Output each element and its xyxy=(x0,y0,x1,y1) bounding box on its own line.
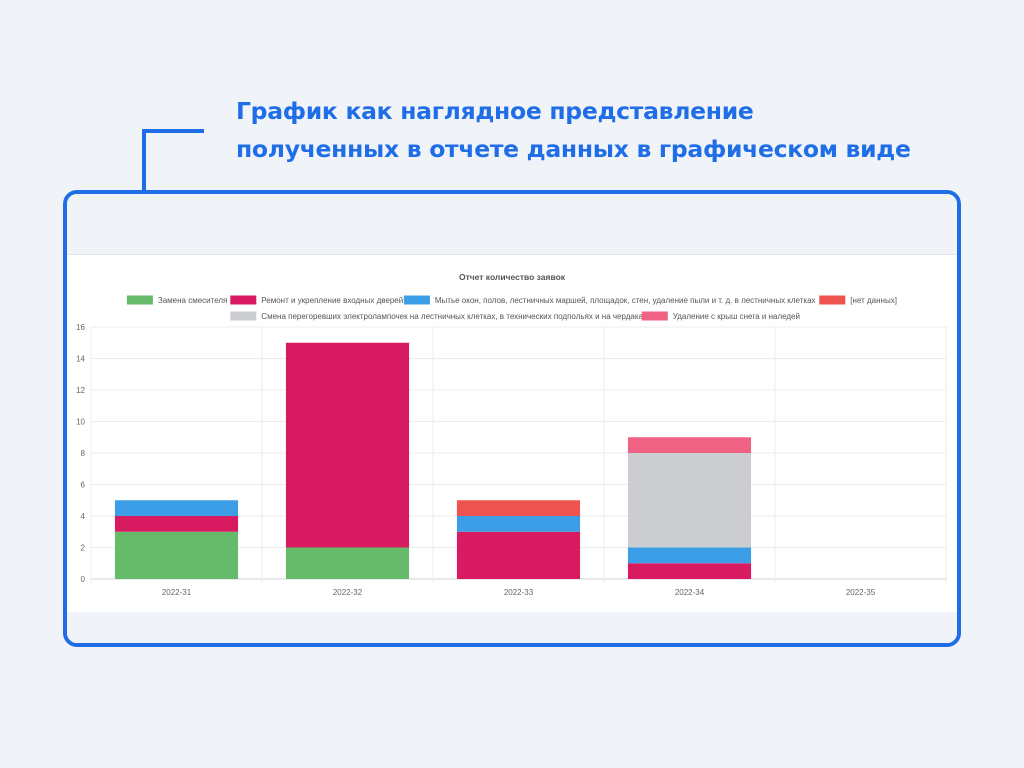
bar-segment xyxy=(627,453,752,548)
x-tick-label: 2022-32 xyxy=(333,588,363,597)
bar-segment xyxy=(627,437,752,453)
bar-segment xyxy=(456,516,581,532)
y-tick-label: 2 xyxy=(81,544,86,553)
y-tick-label: 12 xyxy=(76,386,85,395)
headline-line-2: полученных в отчете данных в графическом… xyxy=(236,135,911,163)
report-toolbar xyxy=(67,194,957,255)
callout-connector xyxy=(142,129,204,191)
legend-swatch xyxy=(403,295,430,305)
x-tick-label: 2022-31 xyxy=(162,588,192,597)
bar-segment xyxy=(114,516,239,532)
x-tick-label: 2022-33 xyxy=(504,588,534,597)
bar-segment xyxy=(114,500,239,516)
stacked-bar-chart: Отчет количество заявок Замена смесителя Р… xyxy=(76,272,947,597)
headline-line-1: График как наглядное представление xyxy=(236,97,754,125)
legend-label: [нет данных] xyxy=(850,296,897,305)
legend-label: Ремонт и укрепление входных дверей xyxy=(261,296,403,305)
headline: График как наглядное представление получ… xyxy=(236,92,996,168)
chart-title: Отчет количество заявок xyxy=(459,272,566,282)
bar-segment xyxy=(627,563,752,579)
legend-swatch xyxy=(230,311,257,321)
legend-label: Удаление с крыш снега и наледей xyxy=(673,312,800,321)
chart-panel: Отчет количество заявок Замена смесителя Р… xyxy=(67,255,957,613)
bar-segment xyxy=(627,547,752,564)
legend-label: Смена перегоревших электролампочек на ле… xyxy=(261,312,647,321)
bar-segment xyxy=(285,342,410,548)
legend-swatch xyxy=(230,295,257,305)
legend-label: Мытье окон, полов, лестничных маршей, пл… xyxy=(435,296,816,305)
panel-footer xyxy=(67,612,957,643)
legend-swatch xyxy=(126,295,153,305)
y-tick-label: 6 xyxy=(81,481,86,490)
legend-swatch xyxy=(819,295,846,305)
y-tick-label: 4 xyxy=(81,512,86,521)
y-tick-label: 14 xyxy=(76,355,85,364)
bar-segment xyxy=(114,531,239,579)
y-tick-label: 10 xyxy=(76,418,85,427)
screenshot-frame: Отчет количество заявок Замена смесителя Р… xyxy=(63,190,961,647)
y-tick-label: 16 xyxy=(76,323,85,332)
y-tick-label: 0 xyxy=(81,575,86,584)
y-tick-label: 8 xyxy=(81,449,86,458)
bar-segment xyxy=(285,547,410,579)
legend-label: Замена смесителя xyxy=(158,296,228,305)
bar-segment xyxy=(456,500,581,516)
legend-swatch xyxy=(641,311,668,321)
x-tick-label: 2022-35 xyxy=(846,588,876,597)
x-tick-label: 2022-34 xyxy=(675,588,705,597)
bar-segment xyxy=(456,531,581,579)
